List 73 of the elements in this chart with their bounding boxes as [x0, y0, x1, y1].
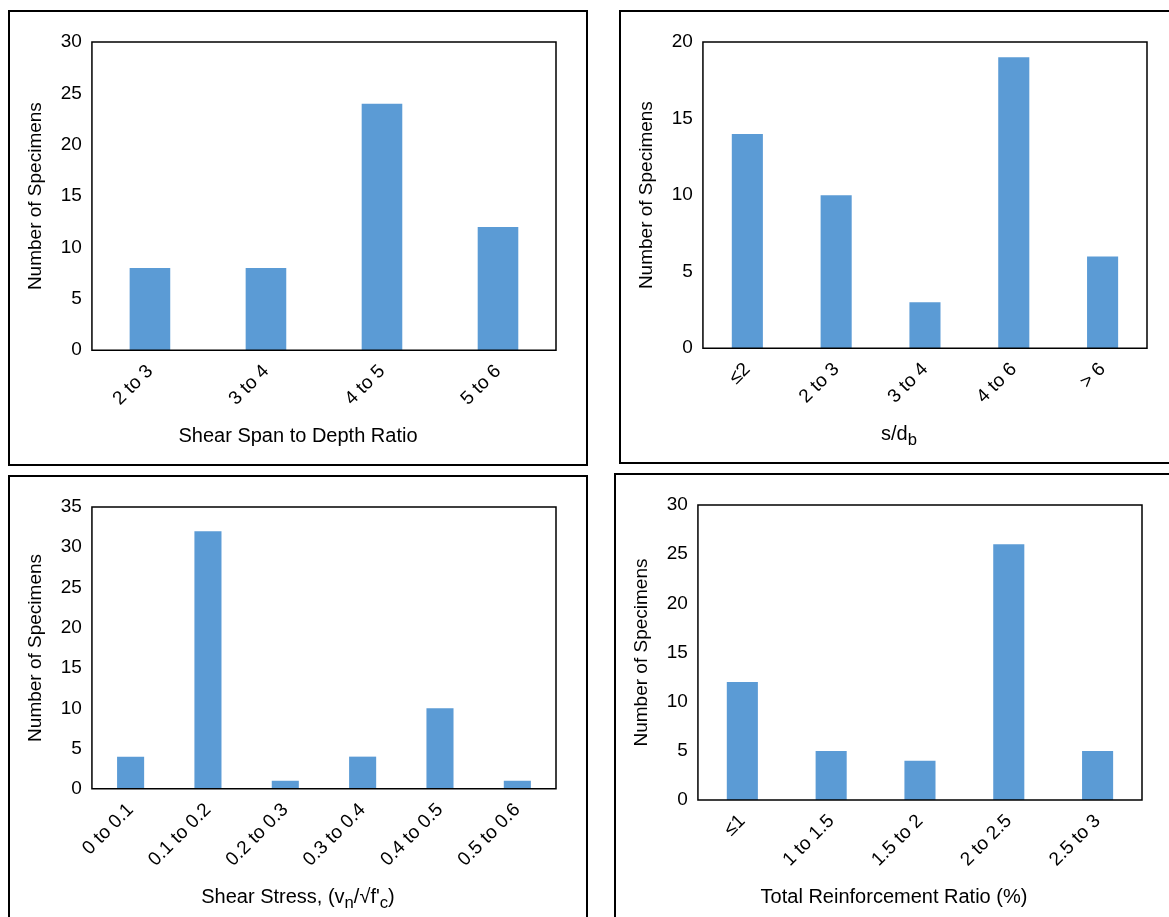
- y-tick-label: 5: [71, 736, 82, 758]
- y-tick-label: 15: [666, 640, 688, 662]
- bar: [904, 760, 936, 801]
- x-tick-label: 1 to 1.5: [778, 809, 838, 870]
- x-tick-label: 0.2 to 0.3: [220, 798, 292, 870]
- y-tick-label: 10: [666, 689, 688, 711]
- y-tick-label: 25: [60, 81, 82, 103]
- y-tick-label: 5: [682, 259, 693, 281]
- y-tick-label: 5: [677, 739, 688, 761]
- bar: [731, 133, 763, 349]
- y-tick-label: 0: [71, 777, 82, 799]
- y-tick-label: 30: [60, 30, 82, 52]
- y-tick-label: 35: [60, 495, 82, 517]
- x-axis-title: Total Reinforcement Ratio (%): [759, 885, 1029, 908]
- y-tick-label: 0: [677, 788, 688, 810]
- y-tick-label: 20: [666, 591, 688, 613]
- bar: [1087, 256, 1119, 349]
- y-tick-label: 5: [71, 287, 82, 309]
- y-tick-label: 10: [671, 183, 693, 205]
- y-tick-label: 15: [60, 184, 82, 206]
- bar: [349, 756, 377, 789]
- bar: [815, 750, 847, 801]
- y-tick-label: 30: [60, 535, 82, 557]
- y-tick-label: 0: [682, 336, 693, 358]
- bar: [361, 103, 403, 351]
- x-tick-label: 0.4 to 0.5: [375, 798, 447, 870]
- x-tick-label: 5 to 6: [456, 360, 505, 409]
- x-axis-title: Shear Span to Depth Ratio: [177, 424, 419, 447]
- bar: [1082, 750, 1114, 801]
- bar: [194, 531, 222, 789]
- x-tick-label: > 6: [1075, 358, 1110, 392]
- bar: [477, 226, 519, 351]
- x-tick-label: 0.5 to 0.6: [452, 798, 524, 870]
- x-tick-label: 4 to 6: [971, 358, 1021, 407]
- x-tick-label: 2 to 3: [794, 358, 843, 407]
- y-tick-label: 20: [60, 616, 82, 638]
- bar: [245, 268, 287, 351]
- x-tick-label: 0 to 0.1: [77, 798, 138, 859]
- bar: [998, 57, 1030, 349]
- y-tick-label: 10: [60, 235, 82, 257]
- x-tick-label: 3 to 4: [883, 357, 932, 407]
- y-axis-title: Number of Specimens: [23, 102, 45, 291]
- y-tick-label: 0: [71, 338, 82, 360]
- y-tick-label: 20: [671, 30, 693, 52]
- x-tick-label: 0.1 to 0.2: [143, 798, 215, 870]
- bar: [129, 268, 171, 351]
- x-tick-label: ≤2: [724, 358, 754, 388]
- x-tick-label: 2.5 to 3: [1044, 809, 1105, 870]
- bar: [820, 195, 852, 349]
- x-tick-label: 0.3 to 0.4: [298, 798, 370, 870]
- y-tick-label: 10: [60, 696, 82, 718]
- x-tick-label: 1.5 to 2: [866, 809, 927, 870]
- x-tick-label: 3 to 4: [224, 359, 273, 409]
- x-axis-title: s/d$_{b}$: [880, 422, 918, 450]
- x-axis-title: Shear Stress, (v$_{n}$/√f'$_{c}$): [200, 885, 396, 913]
- bar: [117, 756, 145, 789]
- y-tick-label: 15: [671, 106, 693, 128]
- bar: [426, 708, 454, 789]
- y-axis-title: Number of Specimens: [634, 101, 656, 290]
- y-tick-label: 20: [60, 132, 82, 154]
- bar: [909, 302, 941, 349]
- y-tick-label: 25: [60, 575, 82, 597]
- bar: [726, 682, 758, 801]
- y-tick-label: 30: [666, 493, 688, 515]
- x-tick-label: ≤1: [719, 809, 749, 840]
- y-tick-label: 15: [60, 656, 82, 678]
- x-tick-label: 2 to 2.5: [955, 809, 1016, 870]
- x-tick-label: 2 to 3: [108, 360, 157, 409]
- bar: [993, 544, 1025, 801]
- y-tick-label: 25: [666, 542, 688, 564]
- y-axis-title: Number of Specimens: [23, 553, 45, 742]
- y-axis-title: Number of Specimens: [629, 558, 651, 747]
- x-tick-label: 4 to 5: [340, 360, 389, 409]
